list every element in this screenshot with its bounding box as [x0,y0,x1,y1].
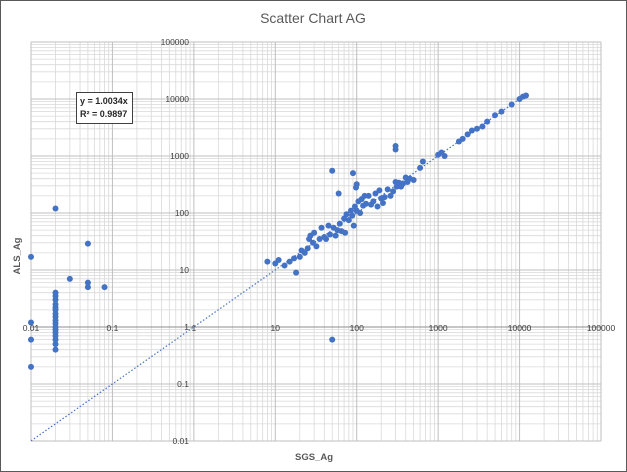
x-tick-label: 100000 [587,323,616,333]
data-point [318,224,325,231]
data-point [417,164,424,171]
data-point [28,363,34,370]
data-point [336,220,343,227]
data-point [84,240,91,247]
y-tick-labels: 0.01 0.1 1 10 100 1000 10000 100000 [161,37,190,446]
data-point [291,255,298,262]
data-point [410,176,417,183]
data-point [384,186,391,193]
data-point [325,222,332,229]
y-tick-label: 1000 [170,151,189,161]
data-point [347,207,354,214]
data-point [335,190,342,197]
y-tick-label: 10000 [165,94,189,104]
data-point [313,243,320,250]
data-point [323,235,330,242]
data-point [281,262,288,269]
data-point [275,256,282,263]
data-point [441,153,448,159]
data-point [343,211,350,218]
trendline-equation-box: y = 1.0034x R² = 0.9897 [76,92,133,124]
data-point [84,279,91,286]
y-tick-label: 0.01 [172,436,189,446]
data-point [342,229,349,236]
data-point [327,231,334,238]
x-tick-labels: 0.01 0.1 1 10 100 1000 10000 100000 [23,323,616,333]
data-point [484,118,491,125]
data-point [84,284,91,291]
trendline-r-squared: R² = 0.9897 [80,109,128,119]
data-point [492,112,499,119]
data-point [362,200,369,207]
data-point [28,253,34,260]
data-point [349,212,356,219]
data-point [468,127,475,134]
data-point [264,258,271,265]
data-point [52,296,59,303]
data-point [357,210,364,216]
data-point [459,135,466,142]
data-point [52,346,59,353]
data-point [28,319,34,326]
x-tick-label: 1000 [429,323,448,333]
data-point [52,341,59,348]
y-tick-label: 100 [175,208,189,218]
data-point [66,275,73,282]
data-point [332,232,339,239]
data-point [390,188,397,195]
data-point [345,217,352,224]
data-point [365,192,372,199]
data-point [379,199,386,206]
x-axis-label: SGS_Ag [295,452,333,463]
data-point [464,131,471,138]
x-tick-label: 0.01 [23,323,40,333]
data-point [508,101,515,108]
data-point [296,253,303,260]
data-point [523,92,530,99]
data-point [381,194,388,201]
data-point [370,198,377,205]
x-tick-label: 1 [191,323,196,333]
data-point [301,249,308,256]
points-group [28,92,530,370]
data-point [101,284,108,291]
data-point [473,125,480,132]
data-point [286,258,293,265]
chart-title: Scatter Chart AG [260,10,366,26]
x-tick-label: 10000 [508,323,532,333]
data-point [28,336,34,343]
x-tick-label: 10 [271,323,281,333]
y-axis-label: ALS_Ag [12,237,23,274]
trendline [30,93,527,442]
data-point [349,170,356,177]
data-point [392,146,399,153]
data-point [419,158,426,165]
trendline-group [30,93,527,442]
data-point [374,203,381,210]
x-tick-label: 100 [350,323,364,333]
data-point [304,245,311,252]
data-point [350,222,357,229]
data-point [376,187,383,194]
y-tick-label: 1 [184,322,189,332]
data-point [329,167,336,174]
data-point [293,269,300,276]
data-point [498,108,505,115]
data-point [52,205,59,212]
x-tick-label: 0.1 [107,323,119,333]
data-point [316,235,323,242]
y-tick-label: 0.1 [177,379,189,389]
y-tick-label: 10 [180,265,190,275]
y-tick-label: 100000 [161,37,190,47]
data-point [311,229,318,236]
data-point [387,192,394,199]
data-point [52,336,59,343]
data-point [353,181,360,188]
trendline-equation: y = 1.0034x [80,96,128,106]
data-point [329,336,336,343]
data-point [479,123,486,130]
